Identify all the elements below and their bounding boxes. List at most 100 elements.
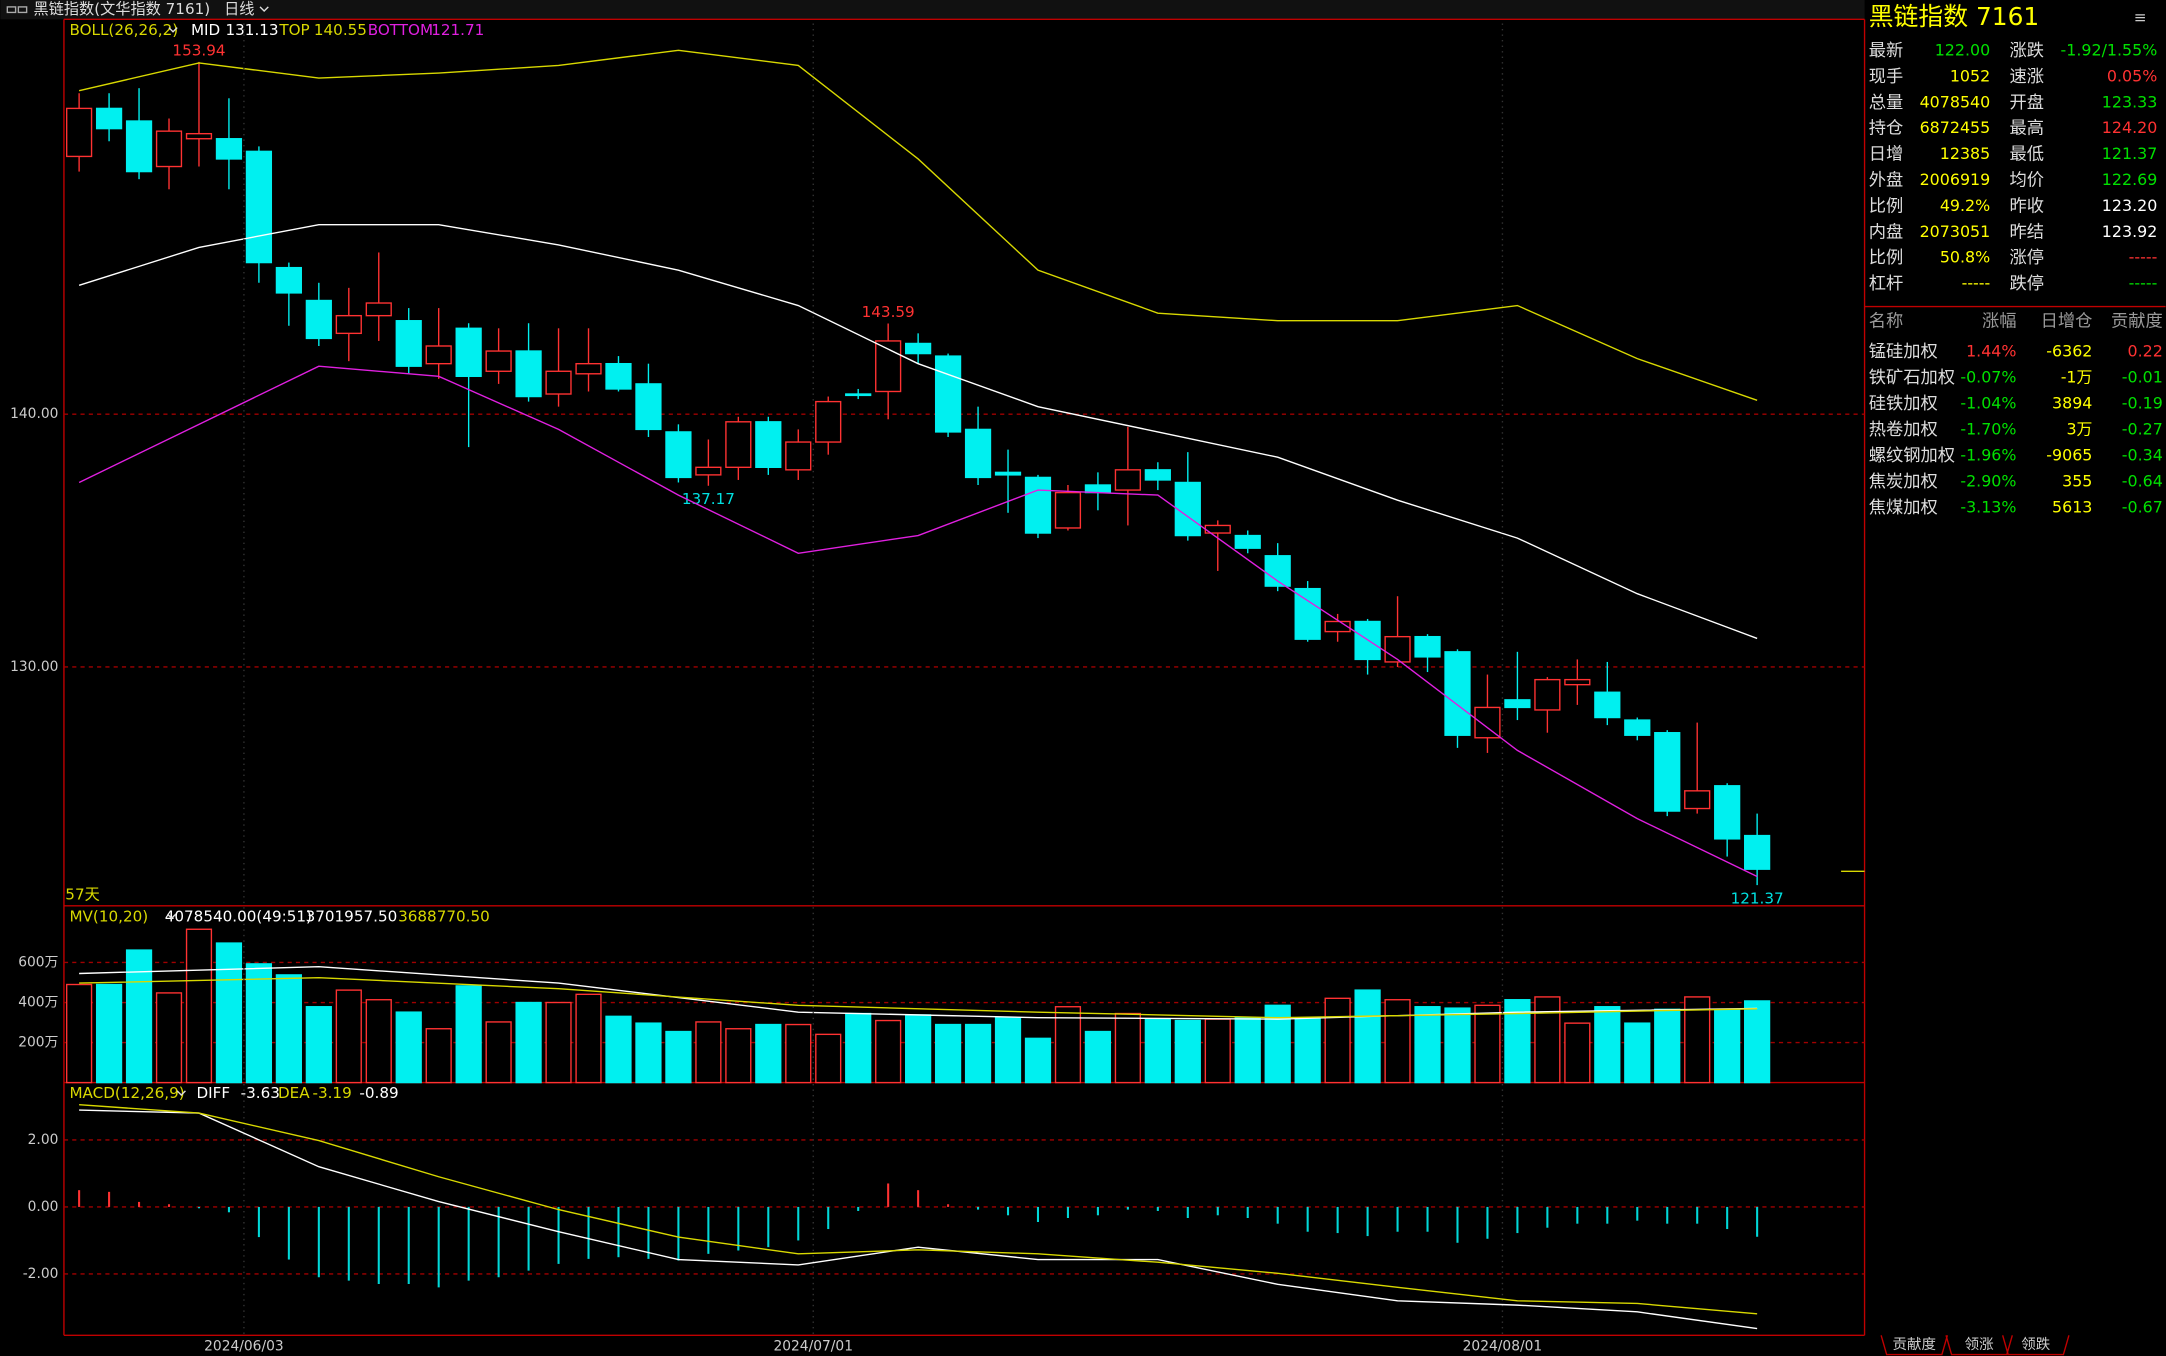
quote-value: 123.92	[2102, 222, 2158, 241]
volume-bar	[1624, 1022, 1651, 1084]
quote-label: 速涨	[2010, 67, 2045, 87]
quote-value: 121.37	[2102, 144, 2158, 163]
candle-body	[665, 431, 692, 479]
quote-value: 6872455	[1920, 118, 1991, 137]
y-tick-label: 2.00	[28, 1132, 59, 1148]
volume-bar	[125, 949, 153, 1084]
quote-value: 122.00	[1935, 41, 1991, 60]
candle-body	[1234, 534, 1261, 549]
y-tick-label: 600万	[18, 954, 58, 970]
period-selector[interactable]: 日线	[224, 0, 254, 18]
dropdown-arrow[interactable]	[259, 6, 269, 13]
candle-body	[1534, 678, 1561, 711]
candle-body	[1444, 651, 1471, 736]
table-cell: -0.07%	[1960, 368, 2016, 387]
volume-bar	[1534, 996, 1561, 1084]
menu-icon[interactable]: ≡	[2134, 8, 2147, 26]
quote-panel: 最新 122.00 涨跌 -1.92/1.55% 现手 1052 速涨 0.05% 总量 4078…	[1869, 41, 2163, 518]
legend-value: -3.19	[312, 1084, 351, 1102]
table-cell: -0.34	[2122, 445, 2163, 464]
candle-body	[1084, 484, 1112, 494]
candle-body	[1414, 635, 1441, 658]
legend-value: 140.55	[314, 21, 367, 39]
quote-label: 日增	[1869, 145, 1904, 165]
candle-body	[1714, 785, 1741, 840]
candle-body	[1504, 699, 1531, 709]
volume-bar	[515, 1001, 542, 1084]
indicator-line	[79, 966, 1758, 1020]
quote-label: 昨收	[2010, 196, 2045, 216]
quote-value: 123.33	[2102, 92, 2158, 111]
candle-body	[185, 132, 213, 140]
volume-bar	[95, 983, 123, 1084]
table-cell: -2.90%	[1960, 471, 2016, 490]
volume-bar	[215, 942, 243, 1084]
legend-value: 131.13	[225, 21, 278, 39]
quote-label: 比例	[1869, 248, 1904, 268]
candle-body	[215, 138, 243, 160]
legend-name: DEA	[278, 1084, 310, 1102]
candle-body	[1174, 481, 1201, 537]
indicator-title: MACD(12,26,9)	[69, 1084, 184, 1102]
table-cell: 3894	[2052, 394, 2092, 413]
legend-value: -3.63	[241, 1084, 280, 1102]
volume-bar	[275, 974, 302, 1084]
candle-body	[515, 350, 542, 398]
tab[interactable]: 领涨	[1965, 1336, 1994, 1353]
table-cell: 锰硅加权	[1869, 342, 1938, 362]
candle-body	[815, 400, 842, 443]
volume-bar	[1294, 1017, 1321, 1084]
candle-body	[335, 314, 362, 335]
volume-bar	[485, 1021, 512, 1084]
tab[interactable]: 领跌	[2021, 1336, 2050, 1353]
table-header: 日增仓	[2041, 312, 2093, 332]
volume-bar	[185, 928, 213, 1084]
table-cell: -1万	[2061, 368, 2093, 387]
y-tick-label: 200万	[18, 1035, 58, 1051]
volume-bar	[1204, 1018, 1231, 1084]
candle-body	[455, 327, 482, 378]
legend-value: 3688770.50	[398, 907, 490, 925]
volume-bar	[605, 1015, 632, 1084]
volume-bar	[155, 992, 183, 1084]
legend-name: MID	[191, 21, 220, 39]
candle-body	[425, 345, 452, 365]
volume-bar	[665, 1030, 692, 1084]
candle-body	[545, 370, 572, 395]
top-bar	[0, 0, 1865, 20]
tab[interactable]: 贡献度	[1893, 1336, 1936, 1353]
candle-body	[575, 362, 602, 375]
candle-body	[1624, 719, 1651, 736]
y-tick-label: 400万	[18, 995, 58, 1011]
volume-bar	[1114, 1012, 1141, 1084]
volume-bar	[1084, 1030, 1112, 1084]
volume-bar	[1144, 1018, 1171, 1084]
tab-border	[1880, 1335, 1949, 1356]
quote-label: 持仓	[1869, 119, 1904, 139]
candle-body	[785, 441, 812, 471]
candle-body	[695, 466, 722, 476]
y-tick-label: 140.00	[10, 406, 58, 422]
quote-label: 现手	[1869, 67, 1904, 87]
indicator-line	[78, 49, 1758, 401]
x-tick-label: 2024/07/01	[773, 1338, 853, 1354]
candle-body	[905, 342, 932, 355]
quote-value: 123.20	[2102, 196, 2158, 215]
y-tick-label: 0.00	[28, 1199, 59, 1215]
table-cell: -0.27	[2122, 419, 2163, 438]
x-tick-label: 2024/08/01	[1463, 1338, 1543, 1354]
candle-body	[1564, 678, 1591, 686]
candle-body	[395, 320, 422, 367]
volume-bar	[964, 1023, 992, 1084]
candle-body	[755, 421, 782, 469]
table-cell: 螺纹钢加权	[1869, 446, 1955, 466]
indicator-title: BOLL(26,26,2)	[69, 21, 178, 39]
indicator-line	[78, 365, 1758, 878]
volume-bar	[875, 1019, 902, 1084]
tab-border	[2001, 1335, 2070, 1356]
quote-label: 最低	[2010, 145, 2045, 165]
candle-body	[95, 107, 123, 130]
quote-label: 内盘	[1869, 222, 1904, 242]
